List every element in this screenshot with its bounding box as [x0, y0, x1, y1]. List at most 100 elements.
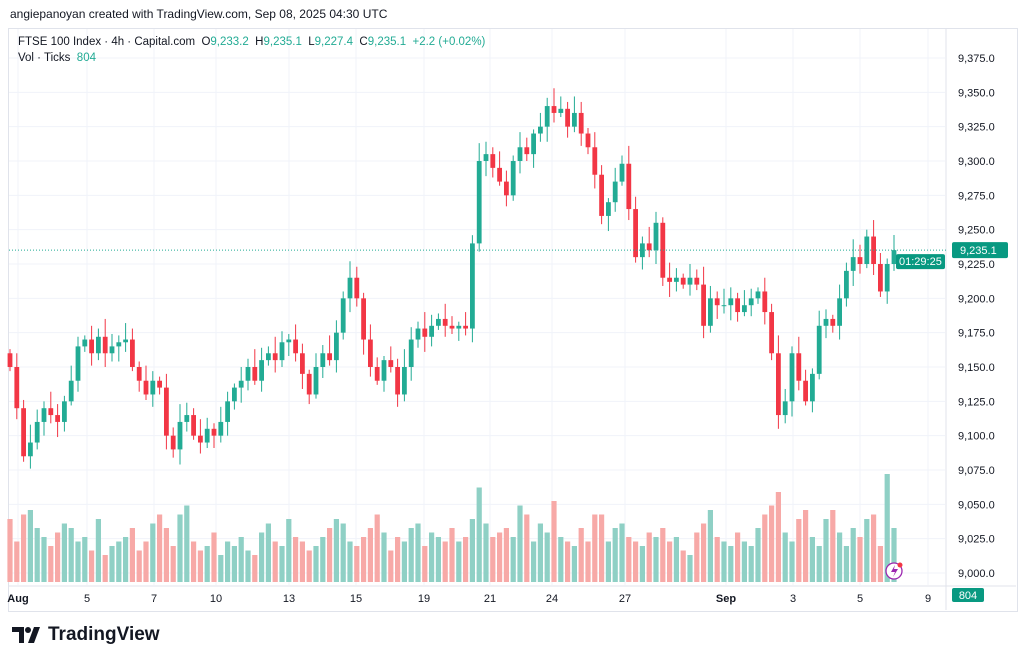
volume-bar: [191, 541, 197, 582]
volume-bar: [21, 514, 27, 582]
candle-body: [313, 367, 319, 395]
candle-body: [633, 209, 638, 258]
volume-bar: [306, 550, 312, 582]
volume-bar: [891, 528, 897, 582]
chart-panel[interactable]: [8, 28, 1018, 612]
volume-bar: [231, 546, 237, 582]
volume-bar: [442, 541, 448, 582]
candle-body: [449, 325, 455, 329]
volume-bar: [184, 505, 190, 582]
volume-bar: [816, 546, 822, 582]
volume-bar: [347, 541, 353, 582]
close-label: C: [359, 36, 368, 48]
candle-body: [646, 243, 652, 251]
candle-body: [293, 339, 298, 354]
volume-bar: [34, 528, 40, 582]
volume-badge: [952, 588, 984, 602]
candle-body: [245, 367, 251, 381]
candle-body: [728, 298, 734, 306]
close-value: 9,235.1: [367, 36, 407, 48]
candle-body: [279, 342, 285, 361]
candle-body: [796, 353, 802, 381]
volume-bar: [41, 537, 47, 582]
volume-bar: [204, 546, 210, 582]
candle-body: [592, 147, 598, 175]
volume-bar: [469, 519, 475, 582]
candle-body: [415, 328, 421, 340]
candle-body: [667, 277, 672, 282]
volume-bar: [293, 537, 299, 582]
candle-body: [116, 342, 122, 347]
time-axis-label: 5: [857, 593, 863, 605]
volume-bar: [558, 537, 564, 582]
candle-body: [762, 291, 768, 313]
volume-bar: [374, 514, 380, 582]
volume-bar: [75, 541, 81, 582]
price-axis-label: 9,350.0: [958, 87, 995, 99]
candle-body: [368, 339, 373, 367]
volume-bar: [27, 510, 33, 582]
candle-body: [789, 353, 795, 402]
price-axis-label: 9,250.0: [958, 225, 995, 237]
volume-bar: [850, 528, 856, 582]
volume-bar: [585, 541, 591, 582]
price-axis-label: 9,125.0: [958, 396, 995, 408]
candle-body: [272, 353, 278, 361]
candle-body: [28, 442, 33, 457]
low-label: L: [308, 36, 315, 48]
candle-body: [837, 298, 842, 326]
candle-body: [320, 353, 326, 367]
time-axis-label: 21: [484, 593, 496, 605]
time-axis-label: 19: [418, 593, 430, 605]
candle-body: [157, 380, 162, 388]
volume-bar: [796, 519, 802, 582]
volume-bar: [7, 519, 13, 582]
price-axis-label: 9,050.0: [958, 499, 995, 511]
volume-bar: [354, 546, 360, 582]
candle-body: [361, 298, 366, 340]
volume-bar: [136, 550, 142, 582]
volume-bar: [823, 519, 829, 582]
volume-bar: [769, 505, 775, 582]
price-axis-label: 9,325.0: [958, 122, 995, 134]
candle-body: [21, 408, 26, 457]
candle-body: [755, 291, 761, 299]
volume-bar: [401, 541, 407, 582]
tradingview-logo-text: TradingView: [48, 624, 160, 645]
high-value: 9,235.1: [263, 36, 302, 48]
candle-body: [524, 147, 530, 155]
candle-body: [714, 298, 720, 306]
candle-body: [531, 133, 536, 155]
candle-body: [463, 325, 468, 329]
candle-body: [14, 367, 20, 409]
volume-bar: [177, 514, 183, 582]
tradingview-logo-icon: [12, 627, 40, 643]
candle-body: [844, 270, 849, 299]
candle-body: [470, 243, 475, 329]
price-axis-label: 9,025.0: [958, 534, 995, 546]
change-value: +2.2 (+0.02%): [412, 36, 486, 48]
volume-bar: [476, 487, 482, 582]
price-axis-label: 9,225.0: [958, 259, 995, 271]
candle-body: [252, 367, 258, 381]
volume-bar: [361, 537, 367, 582]
volume-bar: [463, 537, 469, 582]
candle-body: [565, 108, 570, 127]
volume-bar: [653, 537, 659, 582]
candle-body: [578, 112, 584, 134]
volume-bar: [157, 514, 163, 582]
candle-body: [238, 380, 244, 388]
symbol-title: FTSE 100 Index · 4h · Capital.com: [18, 36, 196, 48]
candle-body: [612, 181, 618, 203]
candle-body: [619, 163, 625, 182]
chart-credit: angiepanoyan created with TradingView.co…: [10, 7, 388, 21]
candle-body: [823, 318, 829, 326]
tradingview-logo[interactable]: TradingView: [12, 624, 160, 646]
candle-body: [626, 163, 632, 210]
candle-body: [354, 277, 360, 299]
candle-body: [599, 174, 604, 216]
price-axis-label: 9,375.0: [958, 53, 995, 65]
volume-bar: [877, 546, 883, 582]
candle-body: [429, 325, 434, 337]
